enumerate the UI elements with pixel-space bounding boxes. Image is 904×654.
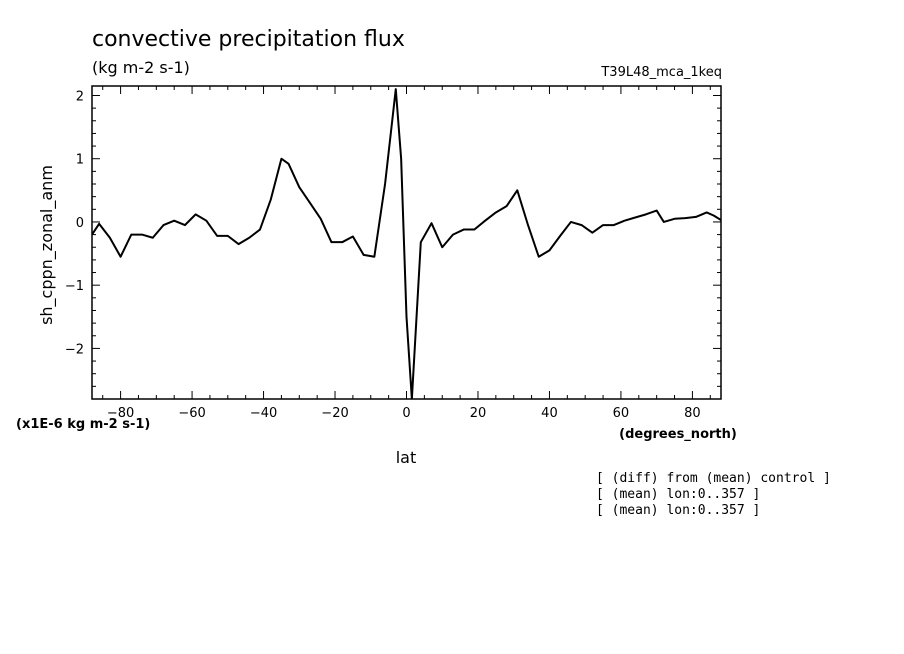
y-tick-label: 0 [76,216,84,231]
axis-ticks [92,86,721,400]
y-tick-label: −1 [65,279,84,294]
x-tick-label: −40 [250,406,277,421]
x-tick-label: 80 [684,406,701,421]
x-tick-label: 60 [613,406,630,421]
note-line-1: [ (diff) from (mean) control ] [596,471,831,486]
note-line-3: [ (mean) lon:0..357 ] [596,503,760,518]
series-layer [92,88,721,399]
x-tick-label: 20 [470,406,487,421]
chart-title: convective precipitation flux [92,27,405,52]
tick-labels: −80 −60 −40 −20 0 20 40 60 80 2 1 0 −1 −2 [65,89,701,421]
x-tick-label: 40 [541,406,558,421]
y-axis-label: sh_cppn_zonal_anm [37,165,57,325]
y-tick-label: 1 [76,153,84,168]
run-id-label: T39L48_mca_1keq [600,65,722,80]
x-tick-label: 0 [402,406,410,421]
x-tick-label: −80 [107,406,134,421]
x-axis-units: (degrees_north) [619,427,737,442]
series-line-0 [92,88,721,399]
x-tick-label: −60 [178,406,205,421]
chart-units: (kg m-2 s-1) [92,58,190,77]
y-tick-label: 2 [76,89,84,104]
plot-frame [91,85,722,400]
x-axis-label: lat [396,448,417,467]
x-tick-label: −20 [321,406,348,421]
y-tick-label: −2 [65,342,84,357]
scale-note: (x1E-6 kg m-2 s-1) [16,417,150,432]
note-line-2: [ (mean) lon:0..357 ] [596,487,760,502]
